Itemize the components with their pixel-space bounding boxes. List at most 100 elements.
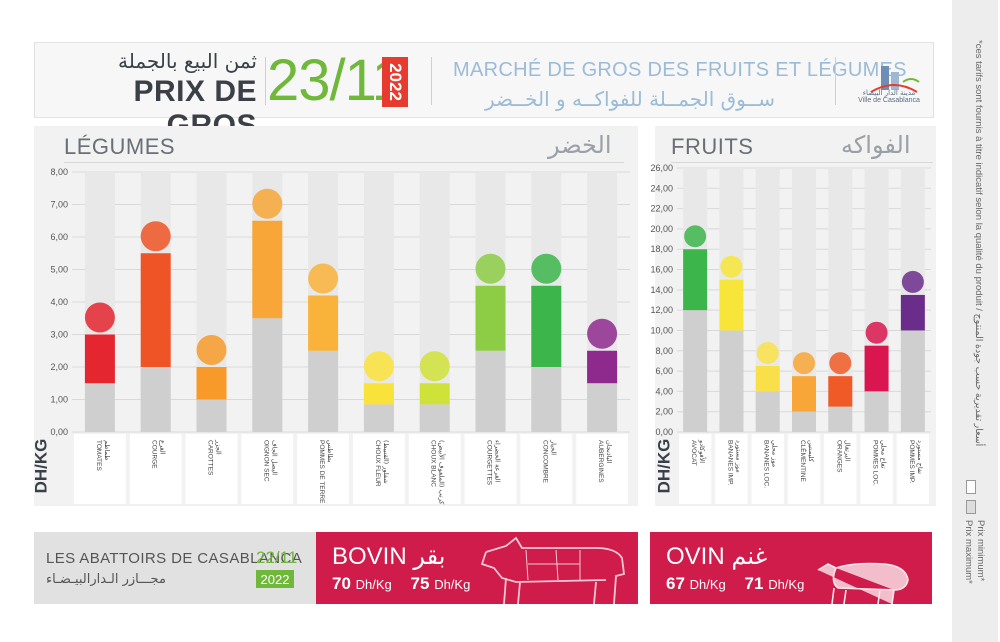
vegetables-title-arabic: الخضر: [548, 131, 612, 159]
bar-min-aubergines: [587, 383, 618, 432]
bar-min-concombre: [531, 367, 562, 432]
y-tick-label: 6,00: [655, 366, 673, 376]
category-label-arabic: الخيار: [549, 439, 557, 455]
category-label-french: COURGETTES: [486, 440, 493, 486]
produce-icon: [196, 335, 227, 365]
ovin-prices: 67 Dh/Kg 71 Dh/Kg: [666, 574, 805, 593]
label-cell: [464, 434, 517, 504]
category-label-arabic: القرعة الخضراء: [494, 440, 502, 482]
y-tick-label: 0,00: [50, 427, 68, 437]
y-tick-label: 1,00: [50, 395, 68, 405]
label-cell: [896, 434, 929, 504]
year-badge: 2022: [382, 57, 408, 107]
label-cell: [715, 434, 748, 504]
bar-min-oignon-sec: [252, 318, 283, 432]
bar-min-bananes-loc-: [755, 391, 780, 432]
category-label: TOMATES طماطم: [95, 440, 111, 471]
header-banner: ثمن البيع بالجملة PRIX DE GROS 23/11 202…: [34, 42, 934, 142]
label-cell: [241, 434, 294, 504]
bar-max-oignon-sec: [252, 220, 283, 319]
ovin-name: OVIN غنم: [666, 542, 768, 570]
legend-min-label: Prix minimum*: [975, 520, 986, 582]
category-label-french: COURGE: [151, 440, 158, 469]
y-tick-label: 12,00: [650, 305, 673, 315]
y-tick-label: 18,00: [650, 244, 673, 254]
category-label: OIGNON SEC البصل الجاف: [262, 440, 278, 482]
category-label: AVOCAT الأفوكادو: [690, 439, 707, 466]
ovin-price-max: 71: [744, 574, 764, 593]
category-label-french: AUBERGINES: [597, 440, 604, 483]
category-label-arabic: الجزر: [215, 439, 223, 455]
bovin-prices: 70 Dh/Kg 75 Dh/Kg: [332, 574, 471, 593]
bar-min-courgettes: [475, 350, 506, 432]
category-label: POMMES DE TERRE بطاطس: [318, 440, 334, 504]
label-cell: [787, 434, 821, 504]
category-label-french: OIGNON SEC: [262, 440, 269, 482]
category-label: CAROTTES الجزر: [207, 439, 223, 476]
y-tick-label: 4,00: [655, 386, 673, 396]
category-label-arabic: موز مستورد: [734, 440, 742, 473]
abattoirs-title-french: LES ABATTOIRS DE CASABLANCA: [46, 550, 303, 567]
label-cell: [408, 434, 461, 504]
vegetables-title-french: LÉGUMES: [64, 134, 176, 159]
bar-max-cl-mentine: [792, 376, 816, 412]
bar-min-cl-mentine: [792, 411, 816, 432]
label-cell: [679, 434, 712, 504]
label-cell: [824, 434, 857, 504]
market-name-french: MARCHÉ DE GROS DES FRUITS ET LÉGUMES: [453, 59, 907, 81]
category-label-arabic: تفاح مستورد: [916, 440, 924, 474]
bar-max-avocat: [683, 249, 708, 311]
disclaimer-text: *ces tarifs sont fournis à titre indicat…: [973, 40, 984, 447]
legend-swatch-max: [966, 480, 976, 494]
vegetables-bar-chart: 0,00 1,00 2,00 3,00 4,00 5,00 6,00 7,00 8,00 TOMA…: [50, 167, 630, 505]
category-label-arabic: القرع: [159, 440, 167, 455]
bar-min-avocat: [683, 310, 708, 432]
bovin-name: BOVIN بقر: [332, 542, 446, 570]
bar-min-carottes: [196, 399, 227, 432]
category-label-arabic: طماطم: [103, 440, 111, 460]
category-label-arabic: شفلور (القنبيط): [382, 440, 390, 484]
label-cell: [520, 434, 573, 504]
cow-icon: [480, 536, 625, 604]
bar-min-bananes-imp-: [719, 330, 744, 432]
produce-icon: [829, 352, 852, 375]
label-cell: [74, 434, 126, 504]
y-tick-label: 2,00: [50, 362, 68, 372]
bar-min-choux-blanc: [419, 404, 450, 432]
abattoirs-box: LES ABATTOIRS DE CASABLANCA مجـــازر الـ…: [34, 532, 316, 604]
legend-swatch-min: [966, 500, 976, 514]
vegetables-chart-panel: LÉGUMES الخضر DH/KG 0,00 1,00 2,00 3,00 4,00…: [31, 126, 638, 506]
category-label: CHOUX FLEUR شفلور (القنبيط): [374, 440, 390, 487]
produce-icon: [865, 321, 888, 344]
category-label: CHOUX BLANC كرنب (الملفوف الأبيض): [430, 440, 447, 505]
category-label: CONCOMBRE الخيار: [541, 439, 557, 484]
category-label-french: BANANES IMP.: [726, 440, 733, 486]
produce-icon: [419, 351, 450, 382]
produce-icon: [901, 270, 924, 293]
bar-max-choux-blanc: [419, 383, 450, 405]
divider: [835, 57, 836, 105]
y-tick-label: 26,00: [650, 163, 673, 173]
fruits-title-arabic: الفواكه: [841, 131, 911, 159]
category-label-french: POMMES IMP.: [908, 440, 915, 483]
fruits-bar-chart: 0,00 2,00 4,00 6,00 8,00 10,00 12,00 14,00 16,00…: [650, 163, 931, 504]
y-tick-label: 8,00: [50, 167, 68, 177]
divider: [265, 57, 266, 105]
category-label-french: CHOUX BLANC: [430, 440, 437, 487]
produce-icon: [363, 351, 394, 382]
bovin-price-max: 75: [410, 574, 430, 593]
ovin-price-box: OVIN غنم 67 Dh/Kg 71 Dh/Kg: [650, 532, 932, 604]
category-label-french: CLÉMENTINE: [799, 440, 808, 483]
bar-min-pommes-loc-: [864, 391, 889, 432]
bar-min-oranges: [828, 406, 853, 432]
category-label-arabic: كليمنتين: [807, 440, 815, 463]
abattoirs-title-arabic: مجـــازر الـدارالبيـضـاء: [46, 572, 166, 587]
report-date: 23/11: [267, 48, 404, 113]
legend-max-label: Prix maximum*: [963, 520, 974, 584]
bar-max-pommes-loc-: [864, 345, 889, 392]
produce-icon: [252, 188, 283, 219]
abattoirs-year: 2022: [256, 570, 294, 588]
bovin-price-box: BOVIN بقر 70 Dh/Kg 75 Dh/Kg: [316, 532, 638, 604]
label-cell: [576, 434, 628, 504]
divider: [431, 57, 432, 105]
